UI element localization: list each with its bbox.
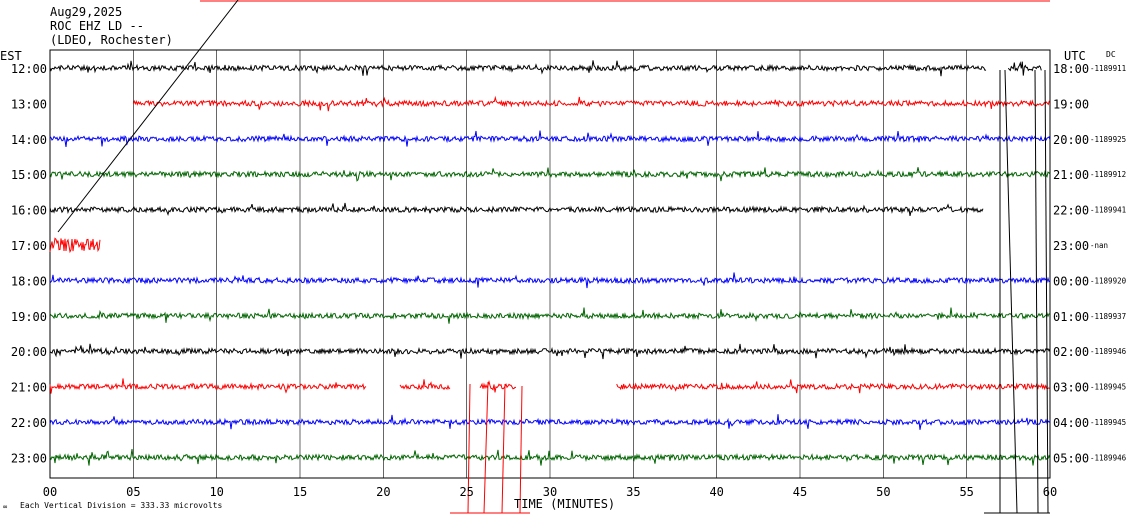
x-tick-label: 10 [209,485,223,499]
right-time-label: 02:00 [1053,345,1089,359]
red-drop-line [483,381,489,514]
left-time-label: 19:00 [11,310,47,324]
dc-offset-label: -1189925 [1090,135,1126,144]
trace-row [49,60,1042,77]
trace-segment [49,307,1051,324]
trace-segment [49,60,987,77]
left-time-label: 22:00 [11,416,47,430]
dc-offset-label: -1189946 [1090,347,1127,356]
right-time-label: 20:00 [1053,133,1089,147]
scale-note-prefix: ∞ [3,503,7,511]
trace-row [132,95,1050,112]
trace-segment [479,379,516,393]
x-tick-label: 20 [376,485,390,499]
vertical-artifact-line [1044,69,1049,514]
right-time-label: 23:00 [1053,239,1089,253]
trace-segment [616,379,1050,394]
x-tick-label: 30 [543,485,557,499]
x-tick-label: 05 [126,485,140,499]
trace-segment [49,167,1051,182]
dc-offset-label: -1189920 [1090,276,1127,285]
red-drop-line [467,383,471,514]
dc-offset-label: -1189912 [1090,170,1126,179]
trace-segment [49,343,1051,360]
station-label: ROC EHZ LD -- [50,19,144,33]
scale-note: Each Vertical Division = 333.33 microvol… [20,501,222,510]
right-time-label: 21:00 [1053,168,1089,182]
seismic-traces [49,60,1051,466]
vertical-artifact-line [1034,69,1039,514]
left-time-label: 20:00 [11,345,47,359]
x-tick-label: 25 [459,485,473,499]
right-time-label: 18:00 [1053,62,1089,76]
trace-row [49,414,1051,430]
trace-segment [399,379,451,391]
x-tick-label: 60 [1043,485,1057,499]
x-tick-label: 45 [793,485,807,499]
x-tick-label: 50 [876,485,890,499]
right-time-label: 19:00 [1053,97,1089,111]
dc-offset-label: -1189945 [1090,418,1126,427]
trace-segment [49,414,1051,430]
diagonal-artifact-line [57,0,239,233]
right-time-label: 05:00 [1053,451,1089,465]
left-time-label: 17:00 [11,239,47,253]
right-time-label: 03:00 [1053,381,1089,395]
trace-row [49,343,1051,360]
red-drop-line [501,383,506,514]
dc-offset-label: -1189937 [1090,312,1126,321]
x-axis-label: TIME (MINUTES) [514,497,615,511]
left-time-label: 14:00 [11,133,47,147]
trace-row [49,449,1051,466]
trace-segment [49,130,1051,147]
trace-segment [1007,61,1042,76]
left-time-label: 18:00 [11,274,47,288]
trace-segment [49,378,367,394]
left-time-label: 23:00 [11,451,47,465]
x-tick-label: 40 [709,485,723,499]
right-time-label: 22:00 [1053,204,1089,218]
dc-offset-label: -1189945 [1090,383,1126,392]
dc-offset-label: -1189941 [1090,206,1126,215]
dc-offset-label: -nan [1090,241,1108,250]
right-time-label: 01:00 [1053,310,1089,324]
right-time-label: 04:00 [1053,416,1089,430]
right-time-label: 00:00 [1053,274,1089,288]
trace-row [49,167,1051,182]
left-time-label: 13:00 [11,97,47,111]
right-timezone-label: UTC [1064,49,1086,63]
dc-offset-label: -1189911 [1090,64,1126,73]
trace-row [49,307,1051,324]
trace-segment [132,95,1050,112]
vertical-artifact-line [1004,69,1018,514]
trace-row [49,202,984,217]
x-tick-label: 55 [959,485,973,499]
x-tick-label: 15 [293,485,307,499]
network-label: (LDEO, Rochester) [50,33,173,47]
trace-row [49,378,1050,394]
trace-row [49,130,1051,147]
trace-segment [49,202,984,217]
trace-segment [49,272,1051,289]
left-time-label: 15:00 [11,168,47,182]
dc-offset-label: -1189946 [1090,453,1127,462]
left-time-label: 16:00 [11,204,47,218]
dc-label: DC [1106,50,1116,59]
trace-artifacts [57,0,1050,514]
trace-row [49,237,101,254]
left-timezone-label: EST [0,49,22,63]
date-label: Aug29,2025 [50,5,123,19]
left-time-label: 12:00 [11,62,47,76]
plot-grid [49,49,1051,479]
x-tick-label: 00 [43,485,57,499]
axis-labels: EST UTC DC TIME (MINUTES) ∞ Each Vertica… [0,49,1127,511]
red-drop-line [519,385,523,514]
left-time-label: 21:00 [11,381,47,395]
trace-segment [49,237,101,254]
trace-segment [49,449,1051,466]
x-tick-label: 35 [626,485,640,499]
trace-row [49,272,1051,289]
